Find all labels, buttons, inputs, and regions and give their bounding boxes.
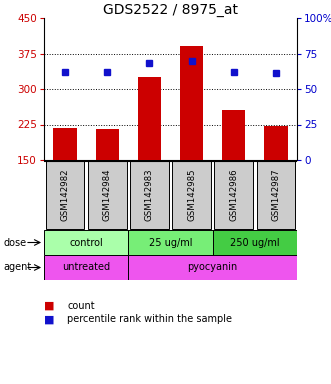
Bar — [46, 161, 84, 229]
Text: GSM142982: GSM142982 — [61, 169, 70, 221]
Bar — [96, 129, 119, 160]
Text: GSM142986: GSM142986 — [229, 169, 238, 221]
Bar — [88, 161, 127, 229]
Text: ■: ■ — [44, 301, 55, 311]
Text: percentile rank within the sample: percentile rank within the sample — [67, 314, 232, 324]
Bar — [54, 128, 77, 160]
Text: GSM142983: GSM142983 — [145, 169, 154, 221]
Text: GSM142987: GSM142987 — [271, 169, 280, 221]
Bar — [222, 110, 245, 160]
Bar — [180, 46, 203, 160]
Bar — [128, 230, 213, 255]
Text: dose: dose — [3, 237, 26, 248]
Text: GSM142985: GSM142985 — [187, 169, 196, 221]
Title: GDS2522 / 8975_at: GDS2522 / 8975_at — [103, 3, 238, 17]
Text: untreated: untreated — [62, 263, 110, 273]
Bar — [130, 161, 169, 229]
Bar — [214, 161, 253, 229]
Text: GSM142984: GSM142984 — [103, 169, 112, 221]
Bar — [213, 230, 297, 255]
Text: control: control — [69, 237, 103, 248]
Text: count: count — [67, 301, 95, 311]
Bar — [172, 161, 211, 229]
Text: ■: ■ — [44, 314, 55, 324]
Bar — [138, 77, 161, 160]
Bar — [44, 255, 128, 280]
Text: agent: agent — [3, 263, 31, 273]
Bar — [257, 161, 295, 229]
Bar — [128, 255, 297, 280]
Text: 250 ug/ml: 250 ug/ml — [230, 237, 280, 248]
Text: pyocyanin: pyocyanin — [188, 263, 238, 273]
Bar — [264, 126, 288, 160]
Text: 25 ug/ml: 25 ug/ml — [149, 237, 192, 248]
Bar — [44, 230, 128, 255]
